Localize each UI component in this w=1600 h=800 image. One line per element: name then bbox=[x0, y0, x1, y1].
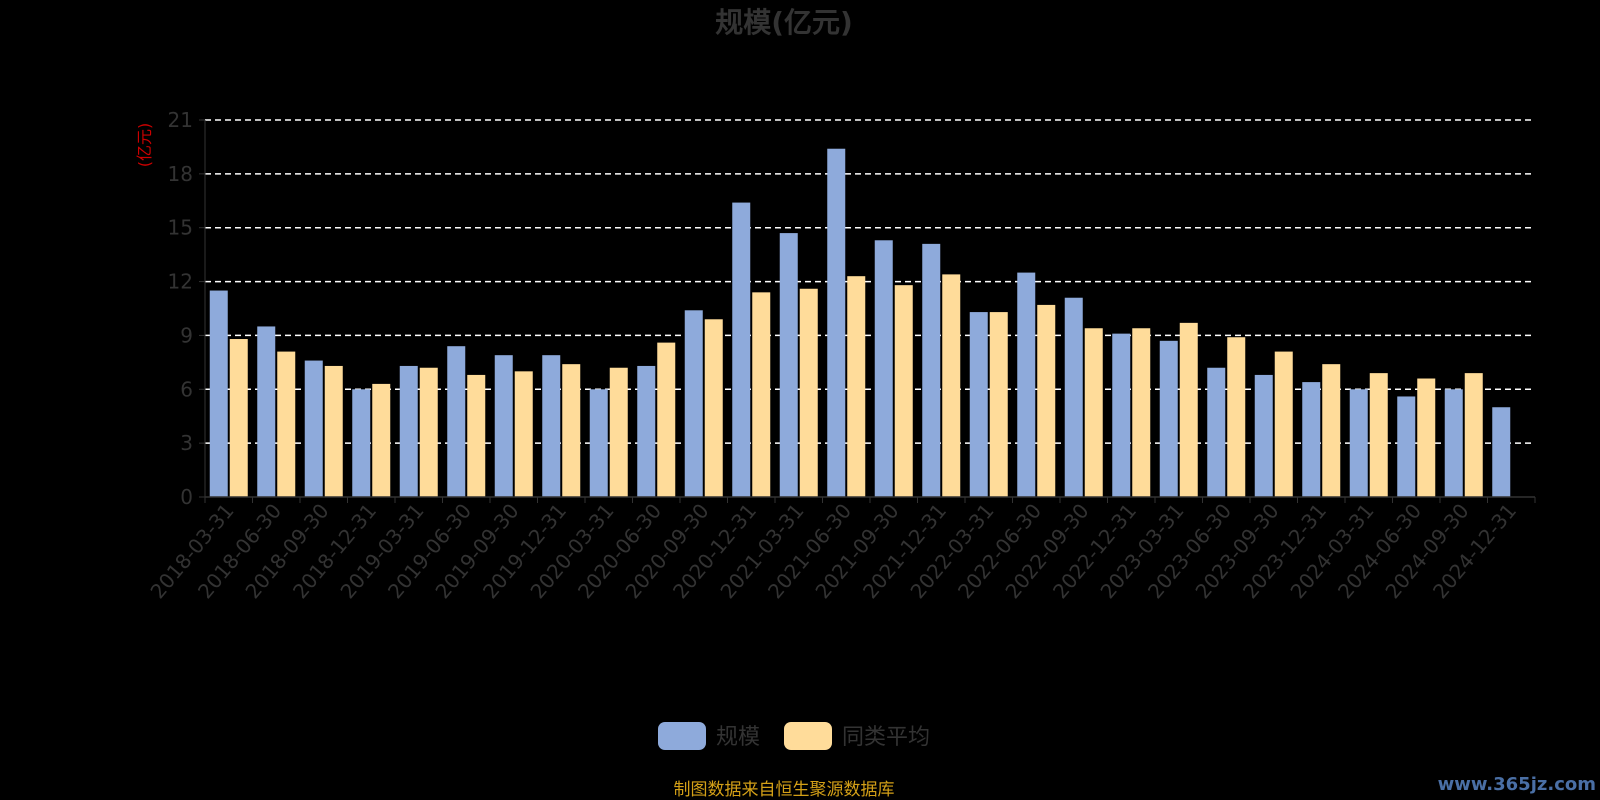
bar-scale bbox=[1064, 297, 1083, 497]
bar-scale bbox=[589, 389, 608, 497]
legend-label: 同类平均 bbox=[842, 725, 930, 750]
bar-scale bbox=[352, 389, 371, 497]
legend-swatch bbox=[784, 722, 832, 750]
watermark: www.365jz.com bbox=[1438, 774, 1596, 795]
bar-peer-avg bbox=[799, 288, 818, 497]
y-tick-label: 9 bbox=[180, 323, 193, 347]
bar-peer-avg bbox=[372, 383, 391, 497]
bar-peer-avg bbox=[1037, 304, 1056, 497]
bar-scale bbox=[304, 360, 323, 497]
bar-peer-avg bbox=[229, 339, 248, 497]
x-axis: 2018-03-312018-06-302018-09-302018-12-31… bbox=[145, 496, 1536, 603]
y-tick-label: 3 bbox=[180, 431, 193, 455]
bar-scale bbox=[1112, 333, 1131, 497]
bar-peer-avg bbox=[1322, 364, 1341, 497]
bar-peer-avg bbox=[847, 276, 866, 497]
bar-scale bbox=[827, 148, 846, 497]
bar-scale bbox=[637, 365, 656, 497]
bar-peer-avg bbox=[1274, 351, 1293, 497]
bar-peer-avg bbox=[324, 365, 343, 497]
bar-scale bbox=[542, 355, 561, 497]
chart-title: 规模(亿元) bbox=[715, 6, 853, 39]
bar-scale bbox=[1207, 367, 1226, 497]
legend-swatch bbox=[658, 722, 706, 750]
y-tick-label: 21 bbox=[168, 108, 193, 132]
bar-peer-avg bbox=[514, 371, 533, 497]
y-tick-label: 18 bbox=[168, 162, 193, 186]
bar-peer-avg bbox=[419, 367, 438, 497]
bar-scale bbox=[257, 326, 276, 497]
bar-peer-avg bbox=[1179, 322, 1198, 497]
bar-scale bbox=[209, 290, 228, 497]
bar-peer-avg bbox=[609, 367, 628, 497]
bar-scale bbox=[874, 240, 893, 497]
bar-scale bbox=[1492, 407, 1511, 497]
legend[interactable]: 规模 同类平均 bbox=[658, 722, 930, 750]
bar-scale bbox=[1302, 382, 1321, 497]
bar-scale bbox=[1444, 389, 1463, 497]
bar-peer-avg bbox=[657, 342, 676, 497]
y-axis: 0 3 6 9 12 15 18 21 bbox=[168, 108, 206, 509]
bar-peer-avg bbox=[1227, 337, 1246, 497]
bar-peer-avg bbox=[277, 351, 296, 497]
bar-scale bbox=[969, 312, 988, 497]
bar-scale bbox=[1349, 389, 1368, 497]
bar-peer-avg bbox=[752, 292, 771, 497]
y-tick-label: 15 bbox=[168, 216, 193, 240]
y-tick-label: 12 bbox=[168, 270, 193, 294]
bar-scale bbox=[1254, 374, 1273, 497]
bar-scale bbox=[684, 310, 703, 497]
bar-peer-avg bbox=[1464, 373, 1483, 497]
y-tick-label: 6 bbox=[180, 377, 193, 401]
legend-label: 规模 bbox=[716, 725, 760, 750]
bar-peer-avg bbox=[1132, 328, 1151, 497]
bar-peer-avg bbox=[1369, 373, 1388, 497]
bar-scale bbox=[399, 365, 418, 497]
bar-scale bbox=[494, 355, 513, 497]
bar-peer-avg bbox=[989, 312, 1008, 497]
bar-scale bbox=[447, 346, 466, 497]
bar-peer-avg bbox=[467, 374, 486, 497]
bar-peer-avg bbox=[942, 274, 961, 497]
bar-scale bbox=[1159, 340, 1178, 497]
bar-peer-avg bbox=[704, 319, 723, 497]
y-tick-label: 0 bbox=[180, 485, 193, 509]
bar-peer-avg bbox=[894, 285, 913, 497]
bar-scale bbox=[732, 202, 751, 498]
bar-peer-avg bbox=[562, 364, 581, 497]
bar-scale bbox=[1397, 396, 1416, 497]
y-axis-unit: (亿元) bbox=[135, 123, 154, 168]
bar-scale bbox=[1017, 272, 1036, 497]
bar-scale bbox=[922, 243, 941, 497]
bar-peer-avg bbox=[1417, 378, 1436, 497]
legend-item-scale[interactable]: 规模 bbox=[658, 722, 760, 750]
data-source-note: 制图数据来自恒生聚源数据库 bbox=[674, 780, 895, 800]
bars bbox=[209, 148, 1511, 498]
bar-scale bbox=[779, 233, 798, 497]
bar-peer-avg bbox=[1084, 328, 1103, 497]
legend-item-peer-avg[interactable]: 同类平均 bbox=[784, 722, 930, 750]
